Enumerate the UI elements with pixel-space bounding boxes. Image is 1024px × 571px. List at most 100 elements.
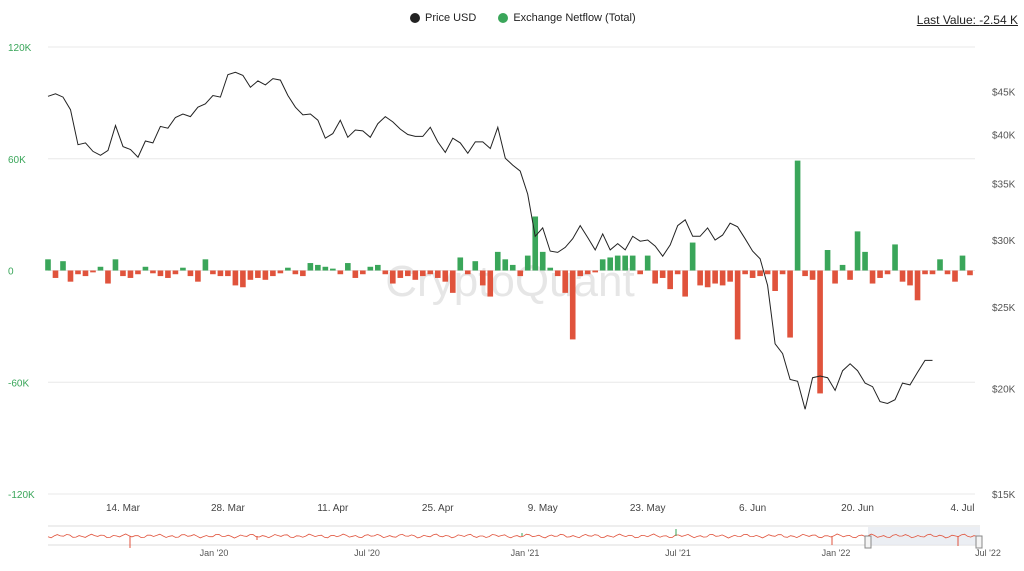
right-tick-label: $40K: [992, 131, 1016, 142]
netflow-bar: [210, 270, 216, 275]
netflow-bar: [929, 270, 936, 275]
netflow-bar: [562, 270, 569, 293]
netflow-bar: [202, 259, 209, 271]
last-value-number: -2.54 K: [979, 13, 1018, 27]
netflow-bar: [824, 250, 831, 271]
right-tick-label: $20K: [992, 385, 1016, 396]
netflow-bars: [45, 160, 973, 394]
netflow-bar: [240, 270, 246, 288]
netflow-bar: [120, 270, 126, 277]
netflow-bar: [217, 270, 224, 277]
netflow-bar: [255, 270, 261, 278]
left-tick-label: 60K: [8, 155, 26, 166]
netflow-bar: [150, 270, 156, 274]
netflow-bar: [105, 270, 111, 284]
netflow-bar: [794, 160, 801, 271]
x-axis-ticks: 14. Mar 28. Mar 11. Apr 25. Apr 9. May 23. Ma…: [106, 503, 974, 514]
netflow-bar: [315, 264, 321, 271]
netflow-bar: [427, 270, 434, 275]
netflow-bar: [97, 266, 104, 271]
netflow-bar: [82, 270, 89, 277]
right-tick-label: $35K: [992, 179, 1016, 190]
netflow-bar: [644, 255, 651, 271]
right-tick-label: $25K: [992, 303, 1016, 314]
netflow-bar: [547, 267, 554, 271]
right-tick-label: $45K: [992, 87, 1016, 98]
x-tick-label: 11. Apr: [317, 503, 349, 514]
chart-legend: Price USD Exchange Netflow (Total): [410, 12, 636, 24]
netflow-bar: [592, 270, 599, 273]
netflow-bar: [382, 270, 389, 275]
netflow-bar: [652, 270, 658, 284]
netflow-bar: [847, 270, 853, 280]
netflow-bar: [854, 231, 861, 271]
x-tick-label: 14. Mar: [106, 503, 141, 514]
legend-item-netflow[interactable]: Exchange Netflow (Total): [498, 12, 636, 24]
netflow-bar: [667, 270, 673, 290]
netflow-bar: [127, 270, 134, 278]
netflow-bar: [817, 270, 823, 394]
netflow-bar: [195, 270, 201, 282]
navigator-right-handle[interactable]: [975, 535, 983, 549]
netflow-bar: [247, 270, 254, 280]
navigator-tick-label: Jul '22: [975, 548, 1001, 558]
netflow-bar: [157, 270, 164, 277]
right-tick-label: $30K: [992, 236, 1016, 247]
netflow-bar: [472, 261, 479, 271]
navigator-left-handle[interactable]: [864, 535, 872, 549]
netflow-bar: [952, 270, 958, 282]
netflow-bar: [719, 270, 726, 286]
navigator-tick-label: Jan '22: [822, 548, 851, 558]
netflow-bar: [352, 270, 359, 278]
netflow-bar: [524, 255, 531, 271]
netflow-bar: [52, 270, 59, 278]
range-navigator[interactable]: Jan '20 Jul '20 Jan '21 Jul '21 Jan '22 Jul '…: [47, 525, 1001, 558]
netflow-bar: [479, 270, 486, 286]
x-tick-label: 28. Mar: [211, 503, 246, 514]
price-series-marker-icon: [410, 13, 420, 23]
netflow-bar: [390, 270, 396, 284]
x-tick-label: 23. May: [630, 503, 666, 514]
netflow-bar: [419, 270, 426, 277]
netflow-bar: [727, 270, 733, 282]
netflow-bar: [509, 264, 516, 271]
netflow-bar: [112, 259, 119, 271]
price-line: [47, 71, 933, 410]
navigator-tick-label: Jan '20: [200, 548, 229, 558]
netflow-bar: [599, 259, 606, 271]
left-tick-label: 120K: [8, 43, 32, 54]
netflow-bar: [907, 270, 913, 286]
netflow-bar: [135, 270, 141, 275]
netflow-bar: [614, 255, 621, 271]
netflow-bar: [337, 270, 344, 275]
netflow-bar: [899, 270, 906, 282]
x-tick-label: 4. Jul: [951, 503, 975, 514]
last-value-readout[interactable]: Last Value: -2.54 K: [917, 13, 1018, 27]
netflow-bar: [487, 270, 494, 297]
netflow-series-marker-icon: [498, 13, 509, 23]
netflow-bar: [839, 264, 846, 271]
netflow-bar: [832, 270, 838, 284]
right-tick-label: $15K: [992, 490, 1016, 501]
netflow-bar: [607, 257, 614, 271]
netflow-bar: [584, 270, 591, 275]
legend-item-price[interactable]: Price USD: [410, 12, 476, 24]
netflow-bar: [742, 270, 748, 275]
netflow-bar: [375, 264, 381, 271]
netflow-bar: [577, 270, 584, 277]
netflow-bar: [307, 263, 314, 271]
x-tick-label: 6. Jun: [739, 503, 766, 514]
x-tick-label: 20. Jun: [841, 503, 874, 514]
netflow-bar: [142, 266, 149, 271]
netflow-bar: [300, 270, 306, 277]
left-axis-ticks: 120K 60K 0 -60K -120K: [8, 43, 35, 501]
netflow-bar: [292, 270, 299, 275]
netflow-bar: [60, 261, 66, 271]
navigator-selection: [868, 527, 980, 545]
netflow-bar: [532, 216, 539, 271]
netflow-bar: [734, 270, 741, 340]
netflow-bar: [959, 255, 966, 271]
netflow-bar: [434, 270, 441, 278]
netflow-bar: [464, 270, 471, 275]
